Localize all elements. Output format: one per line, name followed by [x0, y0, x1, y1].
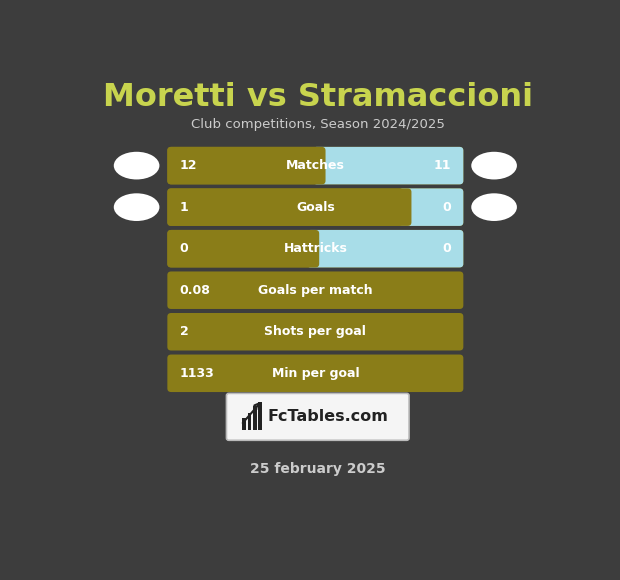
FancyBboxPatch shape	[226, 393, 409, 440]
Text: Club competitions, Season 2024/2025: Club competitions, Season 2024/2025	[191, 118, 445, 130]
FancyBboxPatch shape	[167, 230, 319, 267]
FancyBboxPatch shape	[167, 147, 326, 184]
FancyBboxPatch shape	[399, 188, 463, 226]
FancyBboxPatch shape	[242, 418, 246, 430]
Text: Goals: Goals	[296, 201, 335, 213]
FancyBboxPatch shape	[167, 147, 463, 184]
FancyBboxPatch shape	[253, 407, 257, 430]
Text: 1133: 1133	[180, 367, 215, 380]
Text: Shots per goal: Shots per goal	[264, 325, 366, 338]
Text: 2: 2	[180, 325, 188, 338]
FancyBboxPatch shape	[167, 313, 463, 350]
Ellipse shape	[114, 152, 159, 179]
Text: 0: 0	[180, 242, 188, 255]
FancyBboxPatch shape	[313, 147, 463, 184]
Ellipse shape	[114, 193, 159, 221]
Ellipse shape	[471, 152, 517, 179]
FancyBboxPatch shape	[167, 354, 463, 392]
Text: Hattricks: Hattricks	[283, 242, 347, 255]
Ellipse shape	[471, 193, 517, 221]
Text: 12: 12	[180, 159, 197, 172]
Text: 0.08: 0.08	[180, 284, 211, 297]
Text: 25 february 2025: 25 february 2025	[250, 462, 386, 476]
FancyBboxPatch shape	[167, 230, 463, 267]
Text: 11: 11	[433, 159, 451, 172]
FancyBboxPatch shape	[307, 230, 463, 267]
FancyBboxPatch shape	[167, 188, 463, 226]
Text: Min per goal: Min per goal	[272, 367, 359, 380]
Text: FcTables.com: FcTables.com	[268, 409, 389, 425]
FancyBboxPatch shape	[167, 271, 463, 309]
Text: Matches: Matches	[286, 159, 345, 172]
Text: Goals per match: Goals per match	[258, 284, 373, 297]
Text: Moretti vs Stramaccioni: Moretti vs Stramaccioni	[103, 82, 533, 113]
Text: 0: 0	[442, 201, 451, 213]
Text: 0: 0	[442, 242, 451, 255]
FancyBboxPatch shape	[258, 402, 262, 430]
Text: 1: 1	[180, 201, 188, 213]
FancyBboxPatch shape	[247, 412, 252, 430]
FancyBboxPatch shape	[167, 188, 412, 226]
